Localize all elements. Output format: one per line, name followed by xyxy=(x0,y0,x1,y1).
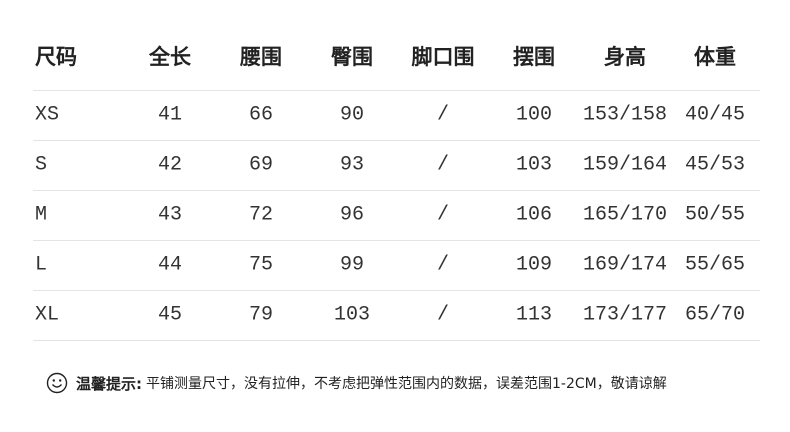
table-cell: S xyxy=(35,153,48,177)
table-cell: L xyxy=(35,253,48,277)
column-header: 腰围 xyxy=(240,45,282,69)
column-header: 体重 xyxy=(694,45,736,69)
table-cell: XS xyxy=(35,103,60,127)
table-cell: 45/53 xyxy=(684,153,746,177)
column-header: 臀围 xyxy=(331,45,373,69)
table-cell: 42 xyxy=(157,153,183,177)
note-text: 平铺测量尺寸，没有拉伸，不考虑把弹性范围内的数据，误差范围1-2CM，敬请谅解 xyxy=(146,376,667,392)
row-divider xyxy=(33,90,760,91)
table-cell: 173/177 xyxy=(582,303,668,327)
table-cell: 165/170 xyxy=(582,203,668,227)
table-cell: 65/70 xyxy=(684,303,746,327)
table-cell: XL xyxy=(35,303,60,327)
note-label: 温馨提示: xyxy=(76,374,142,393)
table-cell: 90 xyxy=(339,103,365,127)
row-divider xyxy=(33,190,760,191)
table-cell: 41 xyxy=(157,103,183,127)
table-cell: / xyxy=(436,153,450,177)
column-header: 全长 xyxy=(149,45,191,69)
table-cell: 44 xyxy=(157,253,183,277)
row-divider xyxy=(33,240,760,241)
table-cell: 99 xyxy=(339,253,365,277)
table-cell: 103 xyxy=(515,153,553,177)
table-cell: 69 xyxy=(248,153,274,177)
table-cell: 72 xyxy=(248,203,274,227)
note: 温馨提示: 平铺测量尺寸，没有拉伸，不考虑把弹性范围内的数据，误差范围1-2CM… xyxy=(46,372,667,394)
column-header: 身高 xyxy=(604,45,646,69)
table-cell: 113 xyxy=(515,303,553,327)
table-cell: 109 xyxy=(515,253,553,277)
table-cell: 153/158 xyxy=(582,103,668,127)
table-cell: 55/65 xyxy=(684,253,746,277)
table-cell: 79 xyxy=(248,303,274,327)
column-header: 尺码 xyxy=(35,45,77,69)
row-divider xyxy=(33,340,760,341)
column-header: 脚口围 xyxy=(411,45,475,69)
table-cell: 45 xyxy=(157,303,183,327)
table-cell: / xyxy=(436,303,450,327)
table-cell: M xyxy=(35,203,48,227)
smiley-icon xyxy=(46,372,68,394)
column-header: 摆围 xyxy=(513,45,555,69)
table-cell: 75 xyxy=(248,253,274,277)
table-cell: 43 xyxy=(157,203,183,227)
table-cell: / xyxy=(436,253,450,277)
table-cell: / xyxy=(436,203,450,227)
table-cell: 159/164 xyxy=(582,153,668,177)
row-divider xyxy=(33,290,760,291)
table-cell: 103 xyxy=(333,303,371,327)
table-cell: 106 xyxy=(515,203,553,227)
table-cell: / xyxy=(436,103,450,127)
table-cell: 100 xyxy=(515,103,553,127)
table-cell: 50/55 xyxy=(684,203,746,227)
table-cell: 169/174 xyxy=(582,253,668,277)
table-cell: 96 xyxy=(339,203,365,227)
table-cell: 93 xyxy=(339,153,365,177)
row-divider xyxy=(33,140,760,141)
table-cell: 66 xyxy=(248,103,274,127)
table-cell: 40/45 xyxy=(684,103,746,127)
